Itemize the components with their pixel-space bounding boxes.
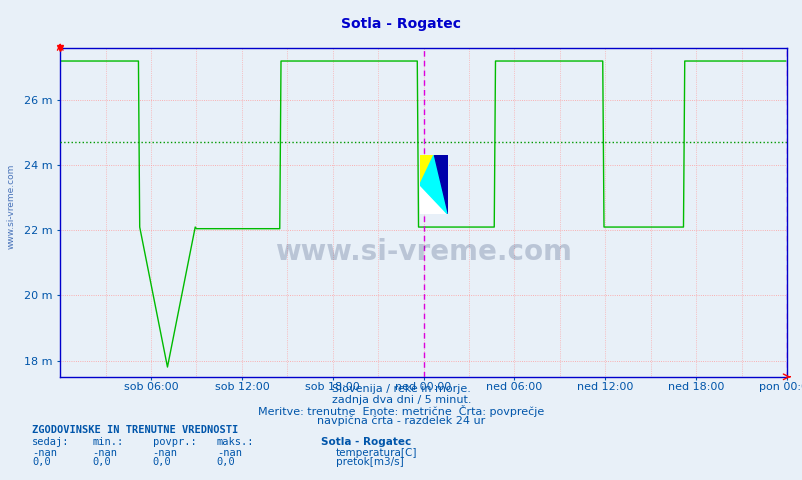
Text: ZGODOVINSKE IN TRENUTNE VREDNOSTI: ZGODOVINSKE IN TRENUTNE VREDNOSTI [32,425,238,435]
Text: 0,0: 0,0 [92,457,111,468]
Text: Sotla - Rogatec: Sotla - Rogatec [321,437,411,447]
Polygon shape [419,156,433,185]
Polygon shape [433,156,447,214]
Text: min.:: min.: [92,437,124,447]
Text: www.si-vreme.com: www.si-vreme.com [275,238,571,266]
Text: www.si-vreme.com: www.si-vreme.com [6,164,15,249]
Text: Slovenija / reke in morje.: Slovenija / reke in morje. [332,384,470,394]
Text: temperatura[C]: temperatura[C] [335,448,416,458]
Text: -nan: -nan [217,448,241,458]
Text: pretok[m3/s]: pretok[m3/s] [335,457,403,468]
Text: Meritve: trenutne  Enote: metrične  Črta: povprečje: Meritve: trenutne Enote: metrične Črta: … [258,405,544,417]
Text: -nan: -nan [92,448,117,458]
Text: sedaj:: sedaj: [32,437,70,447]
Text: navpična črta - razdelek 24 ur: navpična črta - razdelek 24 ur [317,416,485,426]
Text: zadnja dva dni / 5 minut.: zadnja dva dni / 5 minut. [331,395,471,405]
Polygon shape [419,156,447,214]
Text: -nan: -nan [32,448,57,458]
Text: 0,0: 0,0 [217,457,235,468]
Polygon shape [419,156,447,214]
Text: povpr.:: povpr.: [152,437,196,447]
Text: Sotla - Rogatec: Sotla - Rogatec [341,17,461,31]
Text: 0,0: 0,0 [152,457,171,468]
Text: 0,0: 0,0 [32,457,51,468]
Text: maks.:: maks.: [217,437,254,447]
Text: -nan: -nan [152,448,177,458]
